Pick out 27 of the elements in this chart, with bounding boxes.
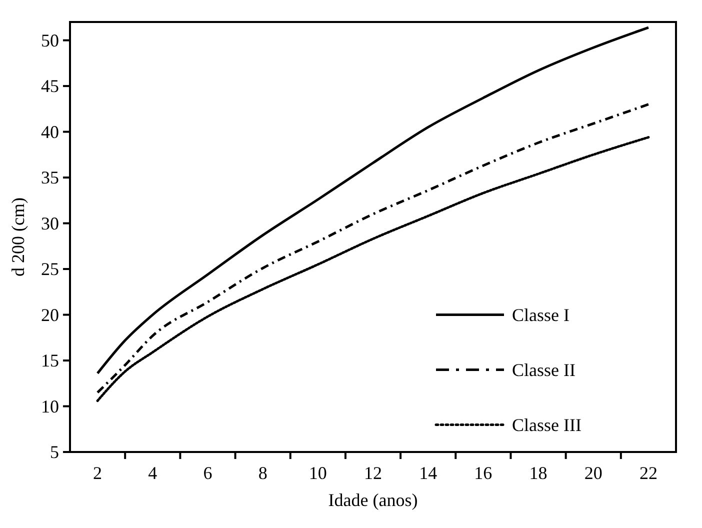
y-tick-label: 50: [41, 30, 59, 50]
x-tick-label: 2: [93, 463, 102, 483]
y-tick-label: 30: [41, 213, 59, 234]
x-tick-label: 4: [148, 463, 158, 483]
y-tick-label: 15: [41, 350, 59, 371]
legend-label: Classe III: [512, 414, 582, 435]
x-tick-label: 22: [639, 463, 658, 483]
x-axis-title: Idade (anos): [328, 490, 418, 510]
legend-label: Classe II: [512, 360, 576, 380]
x-tick-label: 16: [474, 463, 492, 483]
legend-label: Classe I: [512, 304, 570, 325]
y-tick-label: 45: [41, 76, 59, 96]
x-tick-label: 6: [203, 463, 212, 483]
x-tick-label: 14: [419, 463, 438, 483]
y-tick-label: 35: [41, 168, 59, 188]
y-tick-label: 20: [41, 304, 59, 325]
x-tick-label: 18: [529, 463, 548, 483]
y-tick-label: 10: [41, 396, 59, 416]
line-series: [96, 26, 650, 375]
y-tick-label: 25: [41, 259, 59, 280]
y-tick-label: 40: [41, 122, 59, 142]
x-tick-label: 12: [364, 463, 382, 483]
y-axis-title: d 200 (cm): [8, 198, 28, 276]
x-tick-label: 20: [584, 463, 602, 483]
x-tick-label: 8: [258, 463, 268, 483]
x-tick-label: 10: [308, 463, 327, 483]
y-tick-label: 5: [50, 442, 59, 462]
